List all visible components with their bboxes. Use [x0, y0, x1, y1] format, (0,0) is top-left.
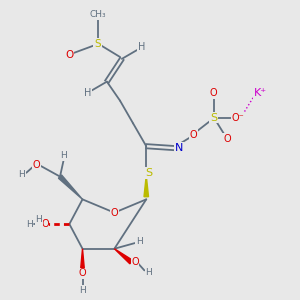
Text: CH₃: CH₃ [89, 10, 106, 19]
Text: O: O [79, 268, 86, 278]
Polygon shape [58, 175, 82, 200]
Text: O: O [65, 50, 74, 60]
Text: H: H [18, 170, 25, 179]
Text: H: H [136, 237, 143, 246]
Text: H: H [138, 42, 145, 52]
Text: K⁺: K⁺ [254, 88, 267, 98]
Text: H: H [26, 220, 33, 229]
Text: O⁻: O⁻ [232, 113, 244, 123]
Text: H: H [84, 88, 91, 98]
Text: O: O [223, 134, 231, 144]
Text: O: O [131, 257, 139, 267]
Text: N: N [175, 143, 183, 153]
Text: H: H [146, 268, 152, 277]
Text: H: H [79, 286, 86, 295]
Polygon shape [114, 249, 133, 264]
Text: O: O [41, 219, 49, 229]
Text: S: S [145, 168, 152, 178]
Text: H: H [35, 215, 42, 224]
Text: O: O [189, 130, 197, 140]
Text: O: O [111, 208, 118, 218]
Polygon shape [144, 176, 148, 197]
Text: H: H [60, 151, 67, 160]
Text: S: S [94, 39, 101, 49]
Text: O: O [33, 160, 40, 170]
Text: S: S [210, 113, 217, 123]
Text: O: O [210, 88, 218, 98]
Polygon shape [80, 249, 85, 273]
